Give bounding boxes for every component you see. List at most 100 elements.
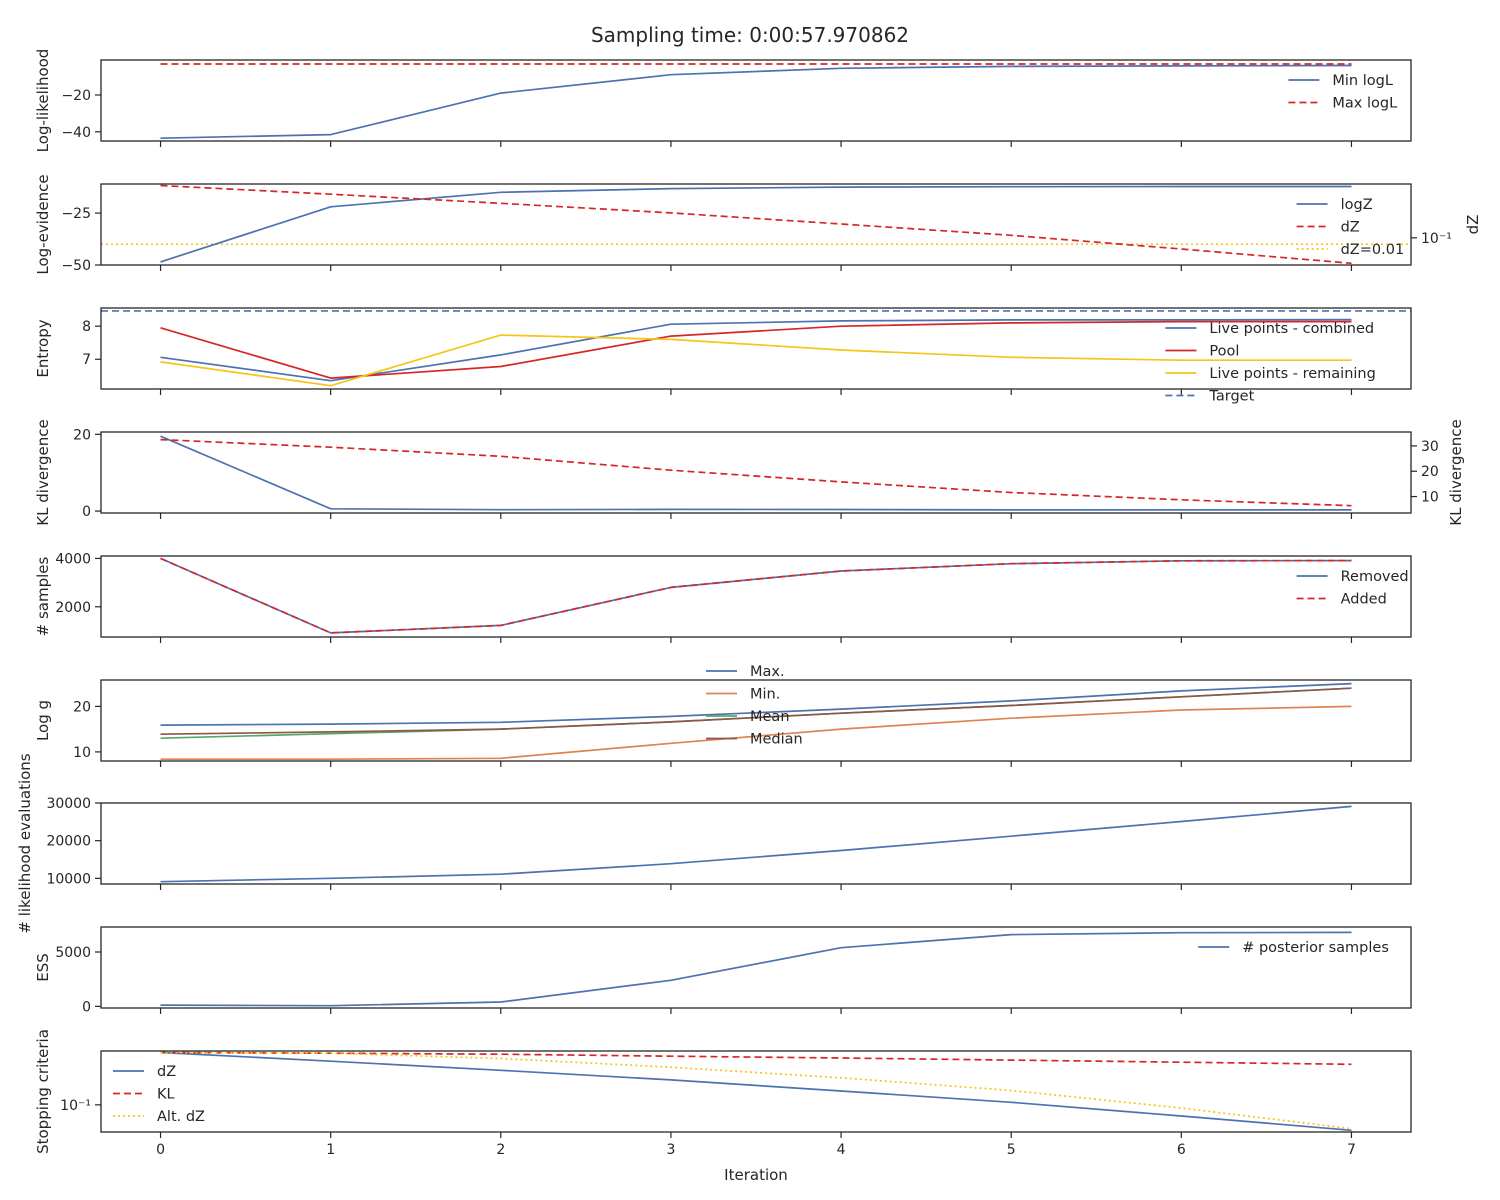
legend-label: dZ: [1341, 220, 1360, 236]
y-tick-label: −40: [61, 125, 91, 141]
y-tick-label: 0: [82, 504, 91, 520]
series-Alt. dZ: [160, 1051, 1352, 1130]
plot-area: [160, 682, 1352, 761]
series-Removed: [160, 557, 1352, 634]
plot-area: [160, 557, 1352, 634]
y-tick-label: 20: [73, 699, 91, 715]
plot-area: [160, 931, 1352, 1007]
y-axis-label: Log g: [34, 700, 52, 741]
series-# posterior samples: [160, 931, 1352, 1007]
series-kl: [160, 438, 1352, 507]
plot-area: [101, 310, 1411, 387]
x-tick-label: 1: [326, 1142, 335, 1158]
legend-label: Removed: [1341, 569, 1409, 585]
legend-label: Min logL: [1332, 73, 1393, 89]
series-kl: [160, 435, 1352, 511]
plot-area: [160, 435, 1352, 511]
legend-label: dZ: [157, 1064, 176, 1080]
y-tick-label: −20: [61, 88, 91, 104]
series-Added: [160, 557, 1352, 634]
y2-tick-label: 10⁻¹: [1421, 231, 1452, 247]
legend-label: Min.: [750, 687, 780, 703]
series-Max.: [160, 682, 1352, 726]
legend-label: Target: [1208, 389, 1254, 405]
panel-stopping: 0 1 2 3 4 5 6 7 10⁻¹ Stopping criteria dZ KL Alt. dZ: [34, 1029, 1412, 1158]
series-Min logL: [160, 64, 1352, 140]
series-dZ: [160, 1051, 1352, 1132]
legend-label: Max.: [750, 664, 785, 680]
y-axis-label: Log-evidence: [34, 174, 52, 274]
legend-label: Live points - remaining: [1209, 366, 1375, 382]
axes-frame: [100, 555, 1412, 638]
x-tick-label: 6: [1177, 1142, 1186, 1158]
series-likelihood_evals: [160, 805, 1352, 883]
y-axis-label: Entropy: [34, 319, 52, 377]
x-tick-label: 4: [837, 1142, 846, 1158]
axes-frame: [100, 59, 1412, 142]
panel-loglikelihood: −40 −20 Log-likelihood Min logL Max logL: [34, 49, 1412, 153]
y2-tick-label: 30: [1421, 439, 1439, 455]
series-logZ: [160, 185, 1352, 263]
series-Median: [160, 687, 1352, 736]
panels: −40 −20 Log-likelihood Min logL Max logL −50 −…: [16, 49, 1482, 1158]
legend: Max. Min. Mean Median: [706, 664, 803, 748]
y-tick-label: 20000: [46, 834, 91, 850]
y2-axis-label: KL divergence: [1447, 419, 1465, 525]
y-axis-label: KL divergence: [34, 419, 52, 525]
axes-frame: [100, 307, 1412, 390]
legend-label: # posterior samples: [1242, 940, 1389, 956]
panel-kl: 0 20 10 20 30 KL divergence KL divergence: [34, 419, 1465, 525]
axes-frame: [100, 183, 1412, 266]
y-axis-label: Log-likelihood: [34, 49, 52, 153]
x-tick-label: 2: [496, 1142, 505, 1158]
legend: Removed Added: [1296, 569, 1409, 608]
y-tick-label: 20: [73, 427, 91, 443]
y-tick-label: 7: [82, 352, 91, 368]
panel-likelihood_evals: 10000 20000 30000 # likelihood evaluations: [16, 753, 1412, 934]
legend: Live points - combined Pool Live points - …: [1165, 321, 1376, 405]
axes-frame: [100, 431, 1412, 514]
y2-axis-label: dZ: [1464, 215, 1482, 235]
axes-frame: [100, 802, 1412, 885]
legend-label: logZ: [1341, 197, 1373, 213]
series-Min.: [160, 705, 1352, 761]
x-tick-label: 3: [666, 1142, 675, 1158]
y2-tick-label: 20: [1421, 464, 1439, 480]
y-axis-label: ESS: [34, 953, 52, 982]
y-tick-label: 8: [82, 319, 91, 335]
plot-area: [160, 805, 1352, 883]
y-tick-label: 30000: [46, 796, 91, 812]
x-tick-label: 0: [156, 1142, 165, 1158]
y-axis-label: # likelihood evaluations: [16, 753, 34, 933]
plot-area: [160, 1051, 1352, 1132]
axes-frame: [100, 1050, 1412, 1133]
axes-frame: [100, 679, 1412, 762]
x-axis-label: Iteration: [724, 1166, 788, 1184]
series-KL: [160, 1051, 1352, 1066]
legend-label: Alt. dZ: [157, 1109, 205, 1125]
y-tick-label: 10: [73, 745, 91, 761]
y-tick-label: 4000: [55, 551, 91, 567]
legend-label: Max logL: [1332, 96, 1397, 112]
x-tick-label: 5: [1007, 1142, 1016, 1158]
y2-tick-label: 10: [1421, 490, 1439, 506]
y-tick-label: 10⁻¹: [60, 1098, 91, 1114]
series-Pool: [160, 320, 1352, 379]
plot-area: [101, 184, 1411, 265]
legend-label: Pool: [1209, 344, 1239, 360]
legend-label: Live points - combined: [1209, 321, 1374, 337]
legend-label: KL: [157, 1087, 175, 1103]
y-tick-label: −50: [61, 258, 91, 274]
y-tick-label: 0: [82, 999, 91, 1015]
panel-logevidence: −50 −25 10⁻¹ Log-evidence dZ logZ dZ dZ=0.01: [34, 174, 1482, 274]
plot-area: [160, 63, 1352, 140]
legend: logZ dZ dZ=0.01: [1296, 197, 1404, 258]
legend-label: Added: [1341, 592, 1387, 608]
panel-samples: 2000 4000# samples Removed Added: [34, 551, 1412, 643]
x-tick-label: 7: [1347, 1142, 1356, 1158]
y-axis-label: Stopping criteria: [34, 1029, 52, 1154]
y-tick-label: −25: [61, 206, 91, 222]
legend-label: Median: [750, 732, 803, 748]
